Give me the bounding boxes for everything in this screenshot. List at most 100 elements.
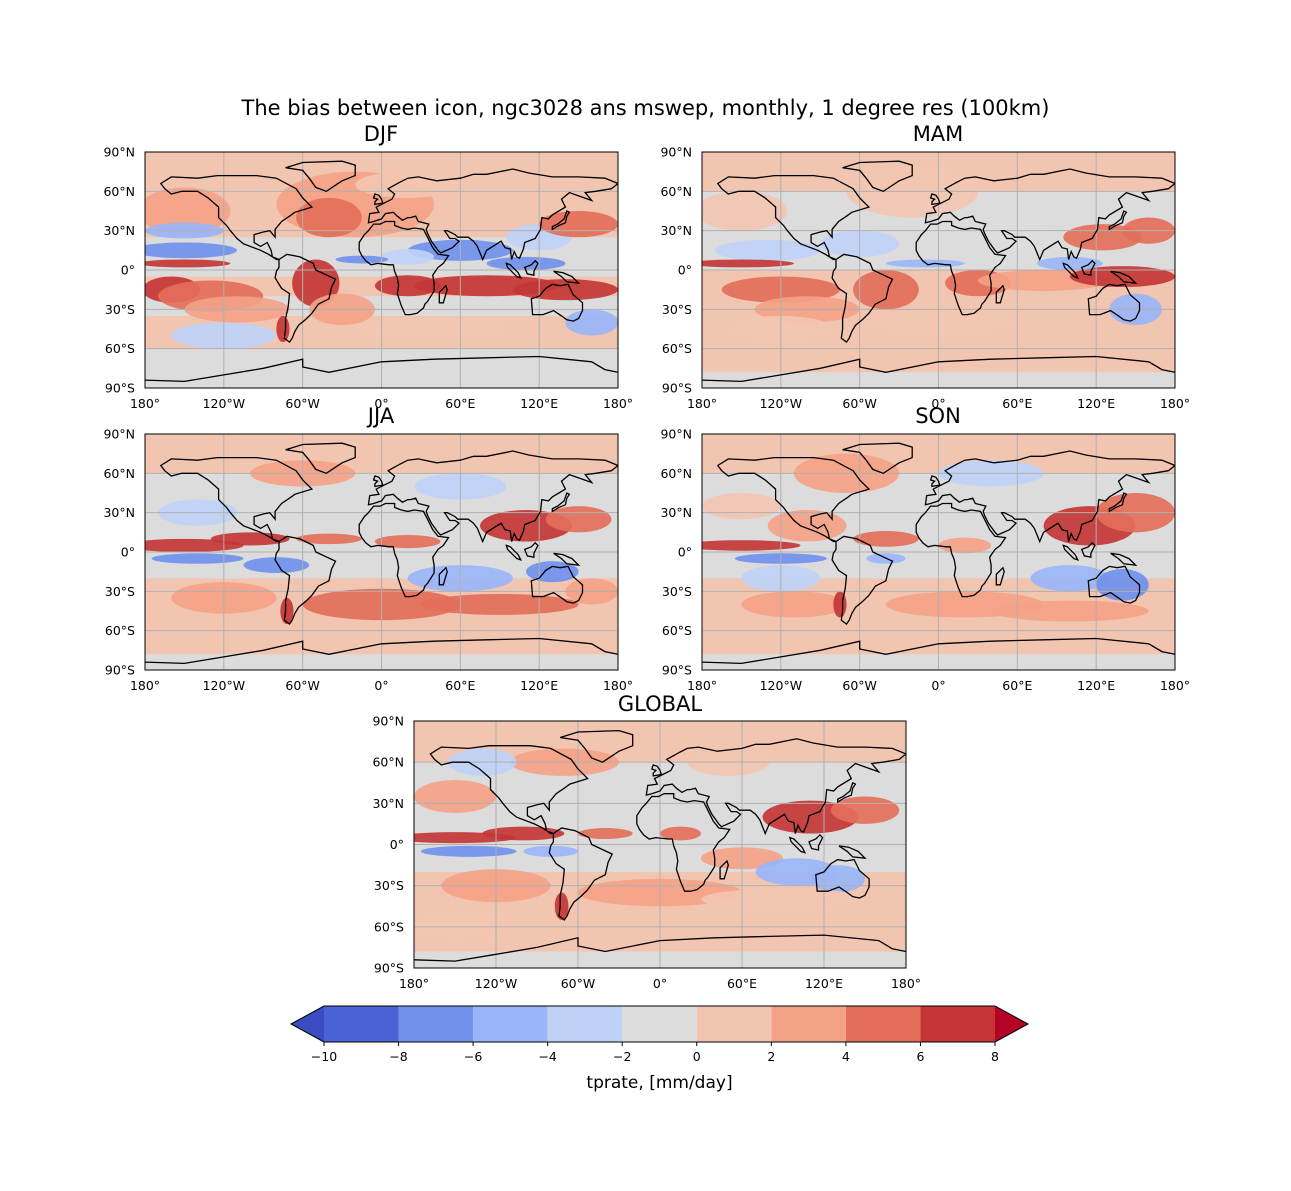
- lat-tick-label: 60°S: [105, 623, 135, 638]
- field-patch: [554, 892, 569, 920]
- map-panel-global: 180° 120°W 60°W 0° 60°E 120°E 180° 90°N 60°N 30°N…: [372, 714, 921, 992]
- field-patch: [702, 493, 781, 520]
- lon-tick-label: 60°W: [842, 678, 877, 693]
- coastline-greenland: [285, 442, 356, 475]
- map-frame: [413, 720, 907, 969]
- coastline-north-america: [716, 456, 871, 543]
- lat-tick-label: 90°S: [105, 663, 135, 678]
- coastline-north-america: [716, 174, 871, 261]
- lat-tick-label: 30°S: [662, 584, 692, 599]
- colorbar-tick-label: 0: [693, 1049, 701, 1064]
- lon-tick-label: 60°E: [445, 396, 475, 411]
- field-patch: [702, 191, 788, 231]
- field-patch: [715, 239, 821, 261]
- field-patch: [296, 197, 362, 238]
- field-patch: [420, 845, 517, 857]
- lat-tick-label: 60°N: [372, 755, 404, 770]
- field-patch: [243, 557, 310, 573]
- lon-tick-label: 60°W: [561, 976, 596, 991]
- colorbar-segment: [845, 1006, 921, 1042]
- colorbar-tick-label: 2: [767, 1049, 775, 1064]
- colorbar-segment: [547, 1006, 623, 1042]
- coastline-south-america: [274, 253, 337, 344]
- coastline-north-america: [159, 174, 314, 261]
- coastline-madagascar: [719, 859, 729, 880]
- field-patch: [414, 780, 496, 813]
- lon-tick-label: 0°: [931, 678, 945, 693]
- field-patch: [280, 597, 294, 625]
- field-patch: [767, 510, 847, 542]
- field-patch: [374, 534, 441, 549]
- field-patch: [741, 591, 847, 618]
- lon-tick-label: 120°E: [1077, 396, 1115, 411]
- coastline-africa: [915, 502, 1007, 598]
- lon-tick-label: 120°W: [760, 396, 802, 411]
- coastline-greenland: [285, 160, 356, 193]
- lon-tick-label: 60°E: [1002, 678, 1032, 693]
- lat-tick-label: 30°N: [103, 223, 135, 238]
- lon-tick-label: 120°E: [520, 678, 558, 693]
- field-patch: [1069, 266, 1175, 288]
- lon-tick-label: 180°: [1160, 396, 1190, 411]
- lat-tick-label: 90°N: [103, 427, 135, 442]
- lat-tick-label: 90°S: [662, 381, 692, 396]
- coastline-eurasia: [645, 738, 906, 836]
- lon-tick-label: 120°W: [203, 396, 245, 411]
- lon-tick-label: 60°E: [1002, 396, 1032, 411]
- coastline-borneo: [523, 541, 539, 558]
- field-patch: [151, 553, 244, 564]
- coastline-uk: [650, 764, 663, 777]
- field-patch: [292, 259, 340, 307]
- lat-tick-label: 60°S: [662, 341, 692, 356]
- coastline-eurasia: [924, 168, 1175, 262]
- panel-title-global: GLOBAL: [617, 692, 703, 716]
- field-patch: [523, 845, 579, 857]
- coastline-australia: [1087, 565, 1141, 604]
- lat-tick-label: 0°: [121, 263, 135, 278]
- lat-tick-label: 60°N: [103, 466, 135, 481]
- coastline-japan: [551, 492, 571, 513]
- lat-tick-label: 0°: [390, 837, 404, 852]
- coastline-borneo: [1080, 541, 1096, 558]
- coastline-sumatra: [505, 262, 523, 280]
- coastline-uk: [372, 193, 384, 206]
- coastline-new-guinea: [1110, 552, 1138, 566]
- lon-tick-label: 120°E: [805, 976, 843, 991]
- coastline-eurasia: [924, 450, 1175, 544]
- lon-tick-label: 120°W: [475, 976, 517, 991]
- field-patch: [482, 826, 565, 841]
- lon-tick-label: 120°W: [760, 678, 802, 693]
- panel-title-djf: DJF: [363, 122, 399, 146]
- coastline-australia: [815, 858, 870, 899]
- colorbar-segment: [771, 1006, 846, 1042]
- coastline-australia: [530, 565, 584, 604]
- coastline-north-america: [159, 456, 314, 543]
- coastline-antarctica: [702, 637, 1175, 665]
- field-patch: [486, 256, 566, 271]
- figure-title: The bias between icon, ngc3028 ans mswep…: [241, 96, 1050, 120]
- field-patch: [702, 540, 801, 551]
- coastline-north-america: [429, 745, 589, 835]
- lon-tick-label: 120°W: [203, 678, 245, 693]
- lon-tick-label: 60°E: [727, 976, 757, 991]
- field-patch: [210, 532, 290, 546]
- coastline-eurasia: [367, 450, 618, 544]
- coastline-borneo: [1080, 259, 1096, 276]
- field-patch: [853, 531, 919, 547]
- colorbar: −10 −8 −6 −4 −2 0 2 4 6 8 tprate, [mm/day]: [289, 1005, 1030, 1093]
- lat-tick-label: 60°N: [103, 184, 135, 199]
- lat-tick-label: 90°S: [374, 961, 404, 976]
- coastline-new-guinea: [553, 552, 581, 566]
- lon-tick-label: 180°: [1160, 678, 1190, 693]
- coastline-south-america: [274, 535, 337, 626]
- coastline-eurasia: [367, 168, 618, 262]
- lat-tick-label: 0°: [678, 263, 692, 278]
- colorbar-extend-high: [995, 1006, 1028, 1042]
- coastline-africa: [358, 502, 450, 598]
- coastline-africa: [915, 220, 1007, 316]
- field-patch: [991, 600, 1149, 622]
- colorbar-segment: [473, 1006, 548, 1042]
- panel-title-son: SON: [915, 404, 961, 428]
- colorbar-tick-label: −2: [613, 1049, 631, 1064]
- lat-tick-label: 0°: [121, 545, 135, 560]
